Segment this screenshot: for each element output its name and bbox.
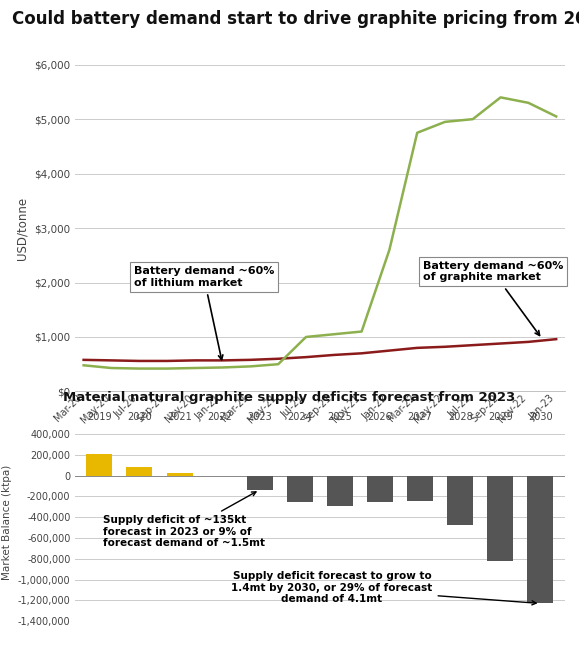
Bar	[86, 454, 112, 476]
Text: Supply deficit of ~135kt
forecast in 2023 or 9% of
forecast demand of ~1.5mt: Supply deficit of ~135kt forecast in 202…	[103, 492, 265, 549]
Bar	[247, 476, 273, 490]
Bar	[488, 476, 514, 561]
Y-axis label: Market Balance (ktpa): Market Balance (ktpa)	[2, 465, 12, 580]
Bar	[287, 476, 313, 501]
Bar	[527, 476, 554, 604]
Bar	[327, 476, 353, 506]
Text: Material natural graphite supply deficits forecast from 2023: Material natural graphite supply deficit…	[63, 391, 516, 404]
Bar	[167, 473, 193, 476]
Y-axis label: USD/tonne: USD/tonne	[16, 197, 29, 259]
Bar	[447, 476, 473, 525]
Text: Could battery demand start to drive graphite pricing from 2023?: Could battery demand start to drive grap…	[12, 10, 579, 28]
Bar	[407, 476, 433, 501]
Bar	[367, 476, 393, 501]
Text: Supply deficit forecast to grow to
1.4mt by 2030, or 29% of forecast
demand of 4: Supply deficit forecast to grow to 1.4mt…	[231, 571, 536, 605]
Text: Battery demand ~60%
of lithium market: Battery demand ~60% of lithium market	[134, 267, 274, 360]
Bar	[126, 467, 152, 476]
Legend: Graphite: -100 mesh (USD/mt), Lithium: Spodumene Concentrate  (USD/mt): Graphite: -100 mesh (USD/mt), Lithium: S…	[91, 455, 548, 473]
Text: Battery demand ~60%
of graphite market: Battery demand ~60% of graphite market	[423, 261, 563, 335]
